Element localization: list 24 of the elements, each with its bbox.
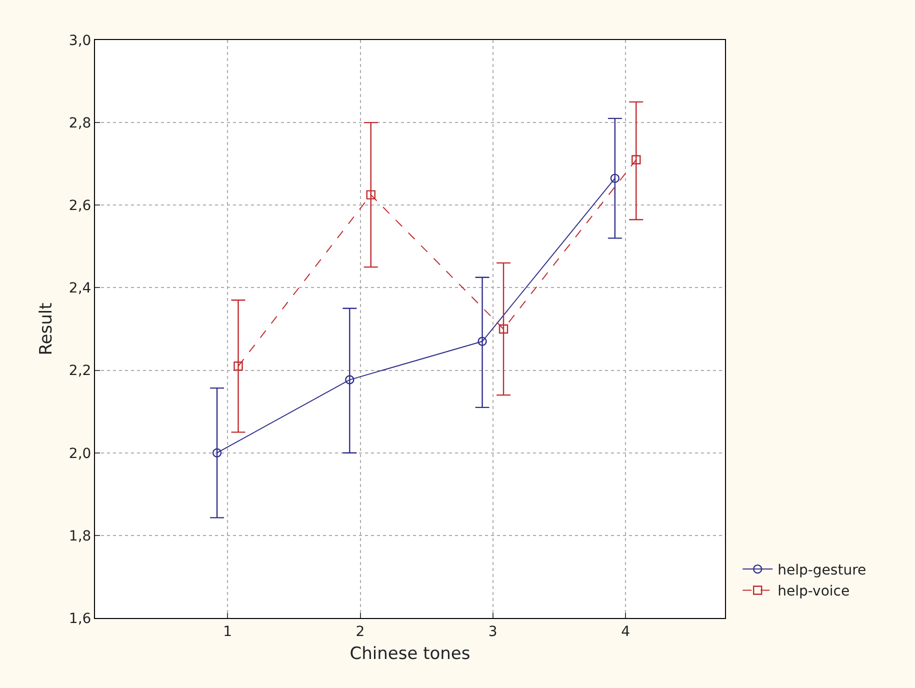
point [345,375,354,384]
point [498,324,508,334]
x-tick-label: 2 [356,624,365,640]
point [632,155,641,164]
point [610,174,620,183]
y-tick-label: 1,6 [68,610,92,627]
y-tick-label: 2,8 [68,115,92,132]
legend-label: help-gesture [778,562,866,578]
point [234,362,243,371]
x-tick-label: 3 [488,624,498,640]
x-tick-label: 4 [621,624,630,640]
point [212,448,222,458]
y-tick-label: 2,6 [68,198,92,214]
y-tick-label: 3,0 [68,32,92,49]
y-tick-label: 2,0 [68,446,92,462]
legend-label: help-voice [778,584,850,600]
y-tick-label: 2,4 [68,280,92,297]
x-axis-title: Chinese tones [350,644,470,664]
y-tick-label: 2,2 [68,363,92,380]
y-tick-label: 1,8 [68,528,92,544]
point [366,190,376,200]
y-axis-title: Result [36,302,56,356]
x-tick-label: 1 [223,624,232,640]
point [478,336,487,346]
